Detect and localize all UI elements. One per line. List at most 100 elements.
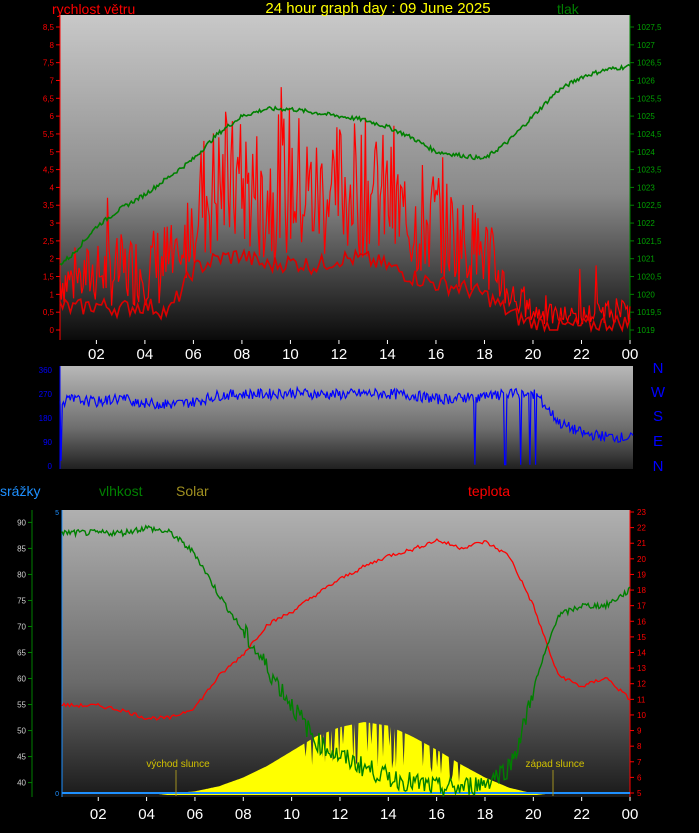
temperature-series [61, 538, 631, 721]
humidity-tick-label: 90 [17, 518, 26, 527]
temperature-tick-label: 8 [637, 742, 642, 751]
pressure-tick-label: 1022,5 [637, 201, 662, 210]
humidity-tick-label: 45 [17, 753, 26, 762]
direction-tick-label: 90 [43, 438, 52, 447]
rain-tick-label: 5 [55, 510, 59, 517]
pressure-tick-label: 1019 [637, 326, 655, 335]
wind-tick-label: 8 [50, 41, 55, 50]
x-tick-label: 18 [476, 346, 493, 363]
x-tick-label: 06 [185, 346, 202, 363]
pressure-tick-label: 1020 [637, 290, 655, 299]
temperature-tick-label: 14 [637, 649, 646, 658]
direction-tick-label: 270 [39, 390, 53, 399]
temperature-tick-label: 12 [637, 680, 646, 689]
humidity-tick-label: 70 [17, 622, 26, 631]
humidity-tick-label: 40 [17, 779, 26, 788]
humidity-tick-label: 65 [17, 649, 26, 658]
wind-speed-series [59, 248, 631, 334]
wind-tick-label: 0,5 [43, 308, 55, 317]
wind-tick-label: 6 [50, 112, 55, 121]
pressure-tick-label: 1021 [637, 255, 655, 264]
x-tick-label: 12 [332, 806, 349, 823]
wind-tick-label: 3,5 [43, 201, 55, 210]
wind-gust-series [59, 87, 631, 325]
direction-label-w: W [651, 384, 666, 401]
pressure-tick-label: 1027,5 [637, 23, 662, 32]
wind-tick-label: 6,5 [43, 94, 55, 103]
pressure-tick-label: 1023 [637, 183, 655, 192]
temperature-tick-label: 10 [637, 711, 646, 720]
temperature-tick-label: 13 [637, 664, 646, 673]
pressure-tick-label: 1025,5 [637, 94, 662, 103]
humidity-series [61, 524, 631, 797]
temperature-tick-label: 9 [637, 727, 642, 736]
rain-axis-title: srážky [0, 483, 40, 499]
humidity-axis-title: vlhkost [99, 483, 143, 499]
humidity-tick-label: 80 [17, 570, 26, 579]
sunset-label: západ slunce [526, 759, 585, 770]
wind-tick-label: 3 [50, 219, 55, 228]
pressure-tick-label: 1026,5 [637, 59, 662, 68]
pressure-tick-label: 1020,5 [637, 273, 662, 282]
wind-direction-plot-area [60, 366, 633, 469]
temperature-tick-label: 15 [637, 633, 646, 642]
wind-tick-label: 5,5 [43, 130, 55, 139]
humidity-tick-label: 60 [17, 675, 26, 684]
temperature-tick-label: 23 [637, 508, 646, 517]
wind-tick-label: 7 [50, 76, 55, 85]
chart-title: 24 hour graph day : 09 June 2025 [265, 0, 490, 17]
x-tick-label: 06 [187, 806, 204, 823]
direction-tick-label: 0 [48, 462, 53, 471]
pressure-tick-label: 1027 [637, 41, 655, 50]
temperature-tick-label: 22 [637, 524, 646, 533]
temperature-tick-label: 21 [637, 539, 646, 548]
wind-tick-label: 5 [50, 148, 55, 157]
humidity-tick-label: 85 [17, 544, 26, 553]
wind-tick-label: 7,5 [43, 59, 55, 68]
temperature-tick-label: 7 [637, 758, 642, 767]
pressure-tick-label: 1026 [637, 76, 655, 85]
temperature-tick-label: 11 [637, 695, 646, 704]
temperature-axis-title: teplota [468, 483, 510, 499]
pressure-tick-label: 1024,5 [637, 130, 662, 139]
x-tick-label: 20 [525, 806, 542, 823]
sunrise-label: východ slunce [146, 759, 210, 770]
x-tick-label: 12 [331, 346, 348, 363]
direction-tick-label: 180 [39, 414, 53, 423]
wind-tick-label: 4,5 [43, 166, 55, 175]
direction-tick-label: 360 [39, 366, 53, 375]
x-tick-label: 02 [90, 806, 107, 823]
x-tick-label: 10 [283, 806, 300, 823]
wind-tick-label: 2,5 [43, 237, 55, 246]
x-tick-label: 00 [622, 806, 639, 823]
pressure-tick-label: 1019,5 [637, 308, 662, 317]
pressure-series [59, 63, 631, 266]
x-tick-label: 16 [428, 346, 445, 363]
solar-axis-title: Solar [176, 483, 209, 499]
x-tick-label: 14 [379, 346, 396, 363]
wind-tick-label: 0 [50, 326, 55, 335]
pressure-axis-title: tlak [557, 1, 580, 17]
wind-tick-label: 1,5 [43, 273, 55, 282]
wind-tick-label: 8,5 [43, 23, 55, 32]
wind-speed-axis-title: rychlost větru [52, 1, 135, 17]
x-tick-label: 02 [88, 346, 105, 363]
x-tick-label: 14 [380, 806, 397, 823]
pressure-tick-label: 1021,5 [637, 237, 662, 246]
x-tick-label: 10 [282, 346, 299, 363]
direction-label-n1: N [653, 360, 664, 377]
wind-tick-label: 2 [50, 255, 55, 264]
temperature-tick-label: 17 [637, 602, 646, 611]
wind-direction-series [59, 385, 634, 466]
x-tick-label: 22 [573, 806, 590, 823]
pressure-tick-label: 1025 [637, 112, 655, 121]
pressure-tick-label: 1024 [637, 148, 655, 157]
x-tick-label: 20 [525, 346, 542, 363]
humidity-tick-label: 50 [17, 727, 26, 736]
x-tick-label: 00 [622, 346, 639, 363]
x-tick-label: 04 [138, 806, 155, 823]
x-tick-label: 22 [573, 346, 590, 363]
direction-label-n2: N [653, 458, 664, 475]
temperature-tick-label: 18 [637, 586, 646, 595]
